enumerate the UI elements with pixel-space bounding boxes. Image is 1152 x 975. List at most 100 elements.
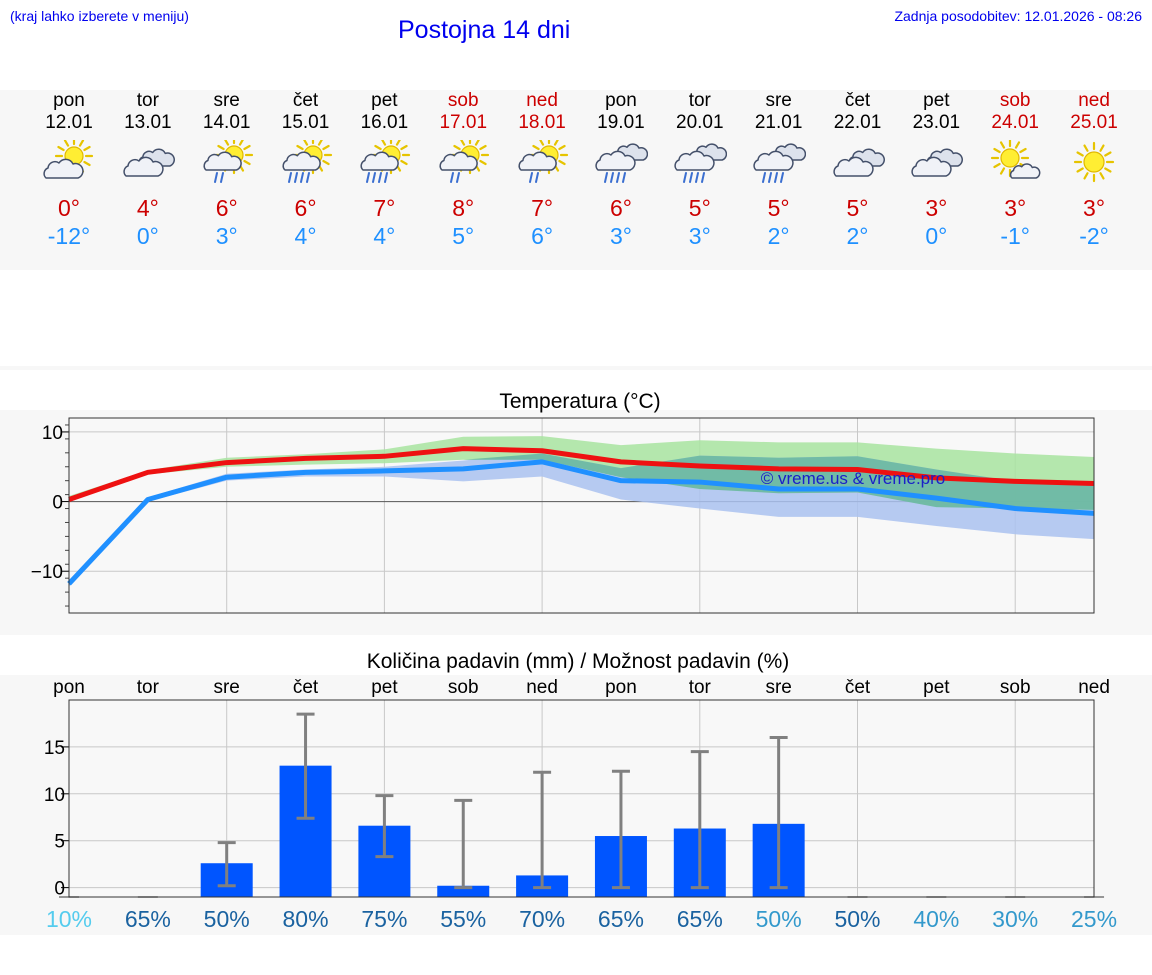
- precipitation-probability-label: 75%: [361, 906, 407, 932]
- day-min-temp: 2°: [767, 223, 790, 249]
- day-max-temp: 3°: [925, 195, 948, 221]
- day-column: ned 25.01 3° -2°: [1055, 90, 1133, 250]
- day-min-temp: 6°: [531, 223, 554, 249]
- day-min-temp: 0°: [136, 223, 159, 249]
- precipitation-day-label: čet: [293, 677, 319, 698]
- day-date: 19.01: [597, 112, 645, 133]
- day-min-temp: 4°: [294, 223, 317, 249]
- cloud-rain-icon: [595, 143, 648, 183]
- temperature-tick-label: 10: [42, 423, 63, 444]
- day-max-temp: 7°: [373, 195, 396, 221]
- day-max-temp: 6°: [294, 195, 317, 221]
- day-date: 18.01: [518, 112, 566, 133]
- day-min-temp: 3°: [609, 223, 632, 249]
- day-weekday: ned: [1078, 90, 1110, 111]
- precipitation-day-label: pet: [371, 677, 398, 698]
- day-weekday: tor: [688, 90, 711, 111]
- sun-small-cloud-icon: [991, 140, 1041, 179]
- day-max-temp: 3°: [1004, 195, 1027, 221]
- day-max-temp: 5°: [767, 195, 790, 221]
- day-weekday: tor: [136, 90, 159, 111]
- precipitation-tick-label: 10: [44, 785, 65, 806]
- day-max-temp: 6°: [609, 195, 632, 221]
- day-weekday: čet: [292, 90, 319, 111]
- day-column: pon 19.01 6° 3°: [582, 90, 660, 250]
- precipitation-day-label: tor: [137, 677, 160, 698]
- day-max-temp: 6°: [215, 195, 238, 221]
- day-max-temp: 4°: [136, 195, 159, 221]
- precipitation-probability-label: 25%: [1071, 906, 1117, 932]
- day-column: tor 13.01 4° 0°: [109, 90, 187, 250]
- day-weekday: ned: [526, 90, 558, 111]
- day-min-temp: 0°: [925, 223, 948, 249]
- day-weekday: sob: [999, 90, 1031, 111]
- location-menu-hint[interactable]: (kraj lahko izberete v meniju): [10, 8, 189, 24]
- day-date: 12.01: [45, 112, 93, 133]
- precipitation-day-label: čet: [845, 677, 871, 698]
- precipitation-probability-label: 10%: [46, 906, 92, 932]
- day-weekday: pon: [605, 90, 637, 111]
- day-column: čet 22.01 5° 2°: [819, 90, 897, 250]
- cloudy-icon: [832, 148, 885, 177]
- last-update-text: Zadnja posodobitev: 12.01.2026 - 08:26: [894, 8, 1142, 24]
- day-date: 13.01: [124, 112, 172, 133]
- day-date: 25.01: [1070, 112, 1118, 133]
- cloud-rain-icon: [674, 143, 727, 183]
- day-min-temp: -2°: [1079, 223, 1109, 249]
- precipitation-tick-label: 5: [54, 832, 65, 853]
- precipitation-probability-label: 50%: [756, 906, 802, 932]
- day-weekday: sre: [213, 90, 240, 111]
- day-date: 14.01: [202, 112, 251, 133]
- cloudy-icon: [911, 148, 964, 177]
- day-min-temp: 3°: [215, 223, 238, 249]
- precipitation-probability-label: 55%: [440, 906, 486, 932]
- precipitation-probability-label: 80%: [283, 906, 329, 932]
- precipitation-probability-label: 70%: [519, 906, 565, 932]
- day-max-temp: 3°: [1083, 195, 1106, 221]
- day-min-temp: 5°: [452, 223, 475, 249]
- day-column: sob 17.01 8° 5°: [424, 90, 502, 250]
- day-min-temp: 4°: [373, 223, 396, 249]
- day-max-temp: 5°: [846, 195, 869, 221]
- precipitation-probability-label: 65%: [677, 906, 723, 932]
- precipitation-plot-frame: [68, 699, 1095, 898]
- day-max-temp: 7°: [531, 195, 554, 221]
- page-title: Postojna 14 dni: [398, 16, 571, 44]
- day-column: pet 23.01 3° 0°: [897, 90, 975, 250]
- precipitation-day-label: sob: [1000, 677, 1031, 698]
- day-weekday: pet: [371, 90, 398, 111]
- day-column: tor 20.01 5° 3°: [661, 90, 739, 250]
- sun-light-rain-icon: [439, 140, 490, 183]
- day-min-temp: 3°: [688, 223, 711, 249]
- precipitation-day-label: pon: [605, 677, 637, 698]
- day-date: 24.01: [991, 112, 1039, 133]
- day-date: 22.01: [833, 112, 882, 133]
- precipitation-day-label: tor: [689, 677, 712, 698]
- forecast-days-band: [0, 90, 1152, 270]
- day-max-temp: 0°: [58, 195, 80, 221]
- day-weekday: sre: [765, 90, 792, 111]
- precipitation-probability-label: 40%: [913, 906, 959, 932]
- precipitation-bar: [437, 885, 490, 897]
- day-date: 16.01: [360, 112, 409, 133]
- precipitation-probability-label: 65%: [125, 906, 171, 932]
- precipitation-probability-label: 30%: [992, 906, 1038, 932]
- temperature-plot-frame: [68, 417, 1095, 614]
- temperature-tick-label: 0: [52, 493, 63, 514]
- day-column: sre 21.01 5° 2°: [740, 90, 818, 250]
- precipitation-chart-title: Količina padavin (mm) / Možnost padavin …: [367, 650, 790, 673]
- day-date: 17.01: [439, 112, 488, 133]
- day-weekday: pon: [53, 90, 85, 111]
- partly-cloudy-icon: [43, 140, 94, 179]
- sun-light-rain-icon: [518, 140, 569, 183]
- tmax-series-line: [68, 446, 1095, 502]
- precipitation-day-label: sre: [213, 677, 239, 698]
- temperature-chart-title: Temperatura (°C): [499, 390, 660, 413]
- sun-rain-icon: [360, 140, 411, 183]
- day-min-temp: -12°: [47, 223, 91, 249]
- day-date: 21.01: [754, 112, 803, 133]
- temperature-tick-label: −10: [31, 562, 63, 583]
- day-column: čet 15.01 6° 4°: [267, 90, 345, 250]
- day-column: sre 14.01 6° 3°: [188, 90, 266, 250]
- day-column: pet 16.01 7° 4°: [345, 90, 423, 250]
